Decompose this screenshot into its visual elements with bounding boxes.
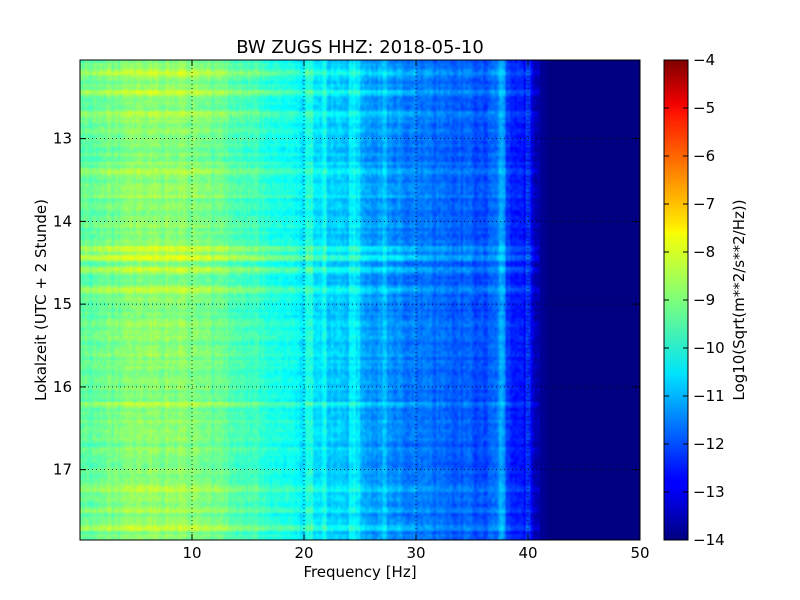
colorbar-tick-label: −8 xyxy=(693,243,715,261)
colorbar-tick-label: −6 xyxy=(693,147,715,165)
colorbar: −4 −5 −6 −7 −8 −9 −10 −11 −12 −13 −14 Log10(Sqrt(m… xyxy=(663,51,748,549)
colorbar-tick-label: −11 xyxy=(693,387,725,405)
y-tick-label: 16 xyxy=(53,378,72,396)
heatmap-cells xyxy=(80,60,640,540)
x-axis-label: Frequency [Hz] xyxy=(303,563,416,581)
x-axis: 10 20 30 40 50 xyxy=(182,60,650,562)
colorbar-tick-label: −14 xyxy=(693,531,725,549)
colorbar-tick-label: −13 xyxy=(693,483,725,501)
y-tick-label: 15 xyxy=(53,295,72,313)
y-tick-label: 14 xyxy=(53,212,72,230)
x-tick-label: 10 xyxy=(182,544,201,562)
plot-frame xyxy=(79,59,641,541)
x-tick-label: 30 xyxy=(406,544,425,562)
x-tick-label: 20 xyxy=(294,544,313,562)
colorbar-ticks: −4 −5 −6 −7 −8 −9 −10 −11 −12 −13 −14 xyxy=(664,51,725,549)
grid-lines xyxy=(80,60,640,540)
colorbar-tick-label: −12 xyxy=(693,435,725,453)
colorbar-tick-label: −10 xyxy=(693,339,725,357)
y-axis: 13 14 15 16 17 xyxy=(53,130,640,479)
colorbar-tick-label: −5 xyxy=(693,99,715,117)
spectrogram-heatmap xyxy=(80,60,640,540)
y-tick-label: 13 xyxy=(53,130,72,148)
y-tick-label: 17 xyxy=(53,461,72,479)
x-tick-label: 50 xyxy=(630,544,649,562)
colorbar-label: Log10(Sqrt(m**2/s**2/Hz)) xyxy=(730,199,748,400)
colorbar-tick-label: −7 xyxy=(693,195,715,213)
x-tick-label: 40 xyxy=(518,544,537,562)
chart-title: BW ZUGS HHZ: 2018-05-10 xyxy=(236,37,484,58)
colorbar-tick-label: −9 xyxy=(693,291,715,309)
colorbar-tick-label: −4 xyxy=(693,51,715,69)
y-axis-label: Lokalzeit (UTC + 2 Stunde) xyxy=(32,199,50,401)
